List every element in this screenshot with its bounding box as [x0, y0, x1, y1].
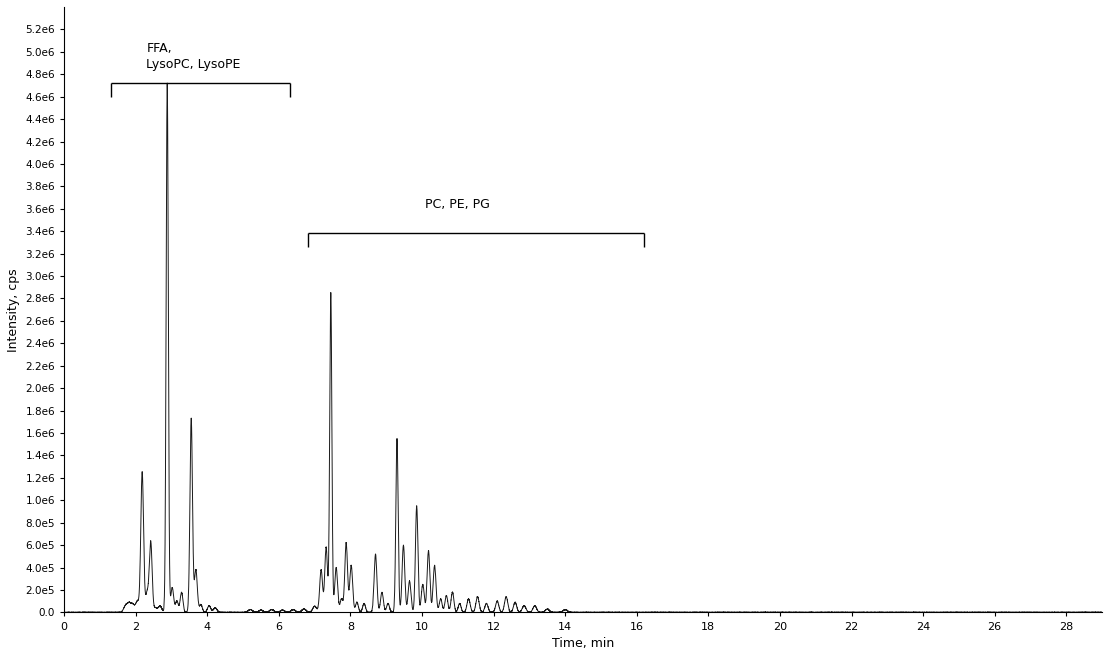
Y-axis label: Intensity, cps: Intensity, cps — [7, 268, 20, 351]
Text: FFA,
LysoPC, LysoPE: FFA, LysoPC, LysoPE — [146, 42, 241, 71]
X-axis label: Time, min: Time, min — [552, 637, 614, 650]
Text: PC, PE, PG: PC, PE, PG — [426, 198, 490, 211]
